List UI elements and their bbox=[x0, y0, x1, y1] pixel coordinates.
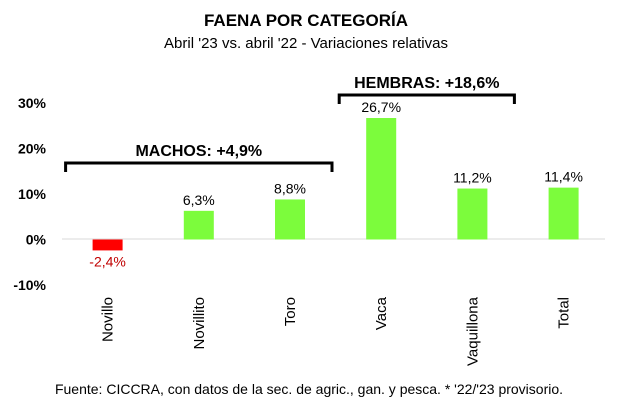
source-note: Fuente: CICCRA, con datos de la sec. de … bbox=[55, 381, 563, 397]
chart-subtitle: Abril '23 vs. abril '22 - Variaciones re… bbox=[164, 35, 448, 52]
data-label: 11,2% bbox=[453, 170, 492, 186]
bar-vaquillona bbox=[457, 188, 488, 240]
x-tick-label: Total bbox=[556, 297, 573, 329]
data-label: 6,3% bbox=[183, 192, 215, 208]
y-tick-label: -10% bbox=[13, 277, 46, 293]
bar-toro bbox=[275, 199, 305, 240]
x-tick-label: Vaquillona bbox=[464, 296, 481, 366]
category-groups: MACHOS: +4,9% HEMBRAS: +18,6% bbox=[64, 75, 516, 172]
bar-novillito bbox=[183, 210, 214, 240]
group-bracket bbox=[337, 93, 516, 104]
y-tick-label: 10% bbox=[18, 186, 47, 202]
x-tick-label: Novillo bbox=[100, 297, 117, 342]
bars bbox=[92, 118, 579, 251]
chart-title: FAENA POR CATEGORÍA bbox=[204, 11, 408, 30]
x-axis: Novillo Novillito Toro Vaca Vaquillona Total bbox=[100, 296, 573, 366]
group-label: MACHOS: +4,9% bbox=[135, 143, 262, 160]
x-tick-label: Vaca bbox=[373, 296, 390, 330]
x-tick-label: Novillito bbox=[191, 297, 208, 350]
y-tick-label: 30% bbox=[18, 95, 47, 111]
data-label: 8,8% bbox=[274, 180, 306, 196]
x-tick-label: Toro bbox=[282, 297, 299, 326]
data-label: -2,4% bbox=[89, 253, 126, 269]
data-label: 11,4% bbox=[544, 169, 583, 185]
y-tick-label: 20% bbox=[18, 141, 47, 157]
group-bracket bbox=[64, 161, 334, 172]
y-tick-label: 0% bbox=[26, 232, 47, 248]
y-axis: 30% 20% 10% 0% -10% bbox=[13, 95, 46, 293]
data-labels: -2,4% 6,3% 8,8% 26,7% 11,2% 11,4% bbox=[89, 99, 583, 269]
bar-novillo bbox=[92, 239, 123, 251]
bar-total bbox=[548, 187, 579, 240]
data-label: 26,7% bbox=[361, 99, 401, 115]
bar-vaca bbox=[366, 118, 397, 240]
group-label: HEMBRAS: +18,6% bbox=[354, 75, 499, 92]
